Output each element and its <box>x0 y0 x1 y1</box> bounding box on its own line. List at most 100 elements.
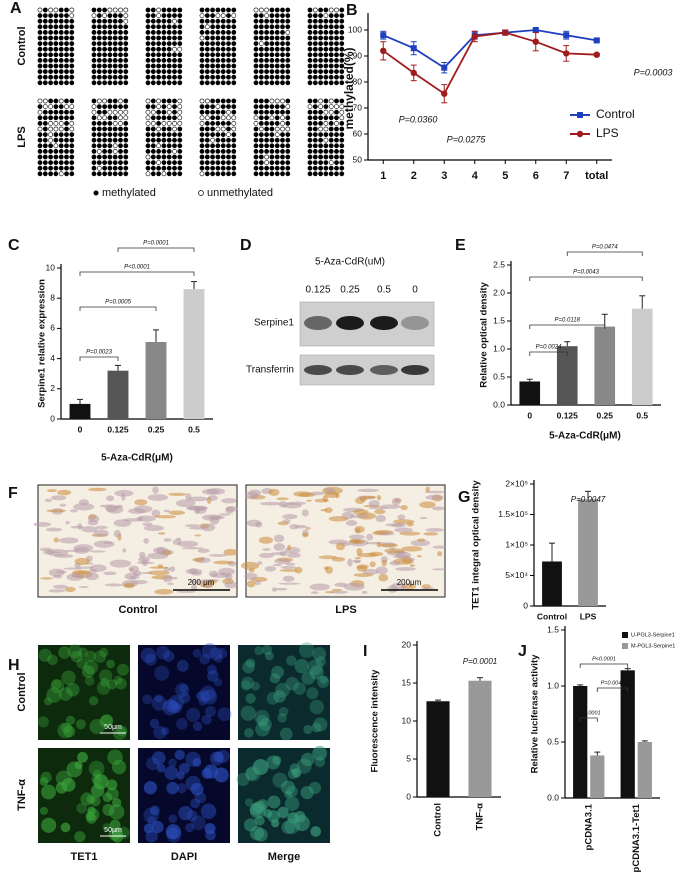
cpg-dot <box>231 46 237 52</box>
lane-label: 0.5 <box>377 285 391 296</box>
cpg-dot <box>285 58 291 63</box>
y-tick-label: 6 <box>50 323 55 333</box>
cpg-dot <box>323 69 329 74</box>
cpg-dot <box>328 24 334 30</box>
cpg-dot <box>102 80 107 86</box>
cell <box>39 806 48 816</box>
cpg-dot <box>69 148 75 154</box>
tissue <box>136 515 156 522</box>
cpg-dot <box>172 74 177 80</box>
cpg-dot <box>123 98 129 104</box>
cpg-dot <box>328 74 334 80</box>
cpg-dot <box>37 171 43 177</box>
cpg-dot <box>96 121 102 126</box>
cpg-dot <box>177 109 183 115</box>
cpg-dot <box>53 58 59 63</box>
cell <box>200 685 216 701</box>
cpg-dot <box>285 160 291 165</box>
cpg-dot <box>339 24 345 30</box>
tissue <box>154 515 177 519</box>
cpg-dot <box>307 148 313 154</box>
cpg-dot <box>112 41 118 46</box>
cpg-dot <box>215 18 221 24</box>
tissue <box>202 514 222 521</box>
cpg-dot <box>102 98 107 104</box>
p-value: P=0.0360 <box>399 114 438 124</box>
cell <box>151 695 167 711</box>
cell <box>306 687 319 700</box>
cpg-dot <box>58 35 64 41</box>
tissue <box>279 569 299 572</box>
tissue <box>78 586 90 589</box>
cpg-dot <box>91 46 97 52</box>
cpg-dot <box>328 98 334 104</box>
cpg-dot <box>199 98 205 104</box>
cpg-dot <box>172 69 177 74</box>
tissue <box>63 567 82 570</box>
cpg-dot <box>328 160 334 165</box>
cell <box>192 757 202 767</box>
error-bar <box>526 378 533 382</box>
cpg-dot <box>226 171 231 177</box>
cpg-dot <box>118 165 123 171</box>
cpg-dot <box>258 74 264 80</box>
cpg-dot <box>58 13 64 18</box>
cpg-dot <box>204 143 210 149</box>
cpg-dot <box>150 58 156 63</box>
cpg-dot <box>204 58 210 63</box>
y-tick-label: 15 <box>402 677 412 687</box>
cell <box>112 798 122 808</box>
cpg-dot <box>312 41 318 46</box>
tissue <box>294 524 307 529</box>
cpg-dot <box>312 80 318 86</box>
cpg-dot <box>226 143 231 149</box>
cpg-dot <box>123 69 129 74</box>
tissue <box>425 527 445 532</box>
tissue <box>33 521 52 527</box>
x-tick-label: 2 <box>411 170 417 182</box>
cpg-dot <box>323 109 329 115</box>
cpg-dot <box>312 18 318 24</box>
cpg-dot <box>334 165 339 171</box>
cpg-dot <box>226 74 231 80</box>
cpg-dot <box>215 148 221 154</box>
cpg-dot <box>123 30 129 35</box>
cell <box>185 823 195 833</box>
point <box>410 45 417 52</box>
cpg-dot <box>204 30 210 35</box>
cell <box>286 655 297 666</box>
bar <box>590 755 605 798</box>
cpg-dot <box>166 109 172 115</box>
cpg-dot <box>258 58 264 63</box>
scale-bar-label: 200μm <box>397 578 422 587</box>
cpg-dot <box>107 115 113 121</box>
cpg-dot <box>96 7 102 13</box>
cpg-dot <box>37 98 43 104</box>
cell <box>245 658 256 668</box>
cpg-dot <box>204 148 210 154</box>
tissue <box>409 564 415 567</box>
cpg-dot <box>220 18 226 24</box>
cpg-dot <box>64 160 69 165</box>
cpg-dot <box>96 98 102 104</box>
tissue <box>369 561 376 568</box>
cell <box>298 642 315 659</box>
p-value: P=0.0024 <box>536 345 563 351</box>
cpg-dot <box>64 18 69 24</box>
cpg-dot <box>42 104 48 109</box>
cpg-dot <box>226 121 231 126</box>
cell <box>100 714 114 727</box>
cpg-dot <box>323 143 329 149</box>
cpg-dot <box>91 80 97 86</box>
cell <box>77 751 88 763</box>
cpg-dot <box>253 143 259 149</box>
blot-band <box>401 365 429 375</box>
cpg-dot <box>334 121 339 126</box>
cpg-dot <box>64 58 69 63</box>
cpg-dot <box>280 30 285 35</box>
cpg-dot <box>107 171 113 177</box>
cpg-dot <box>199 115 205 121</box>
cpg-dot <box>150 35 156 41</box>
cpg-dot <box>280 143 285 149</box>
cpg-dot <box>253 69 259 74</box>
